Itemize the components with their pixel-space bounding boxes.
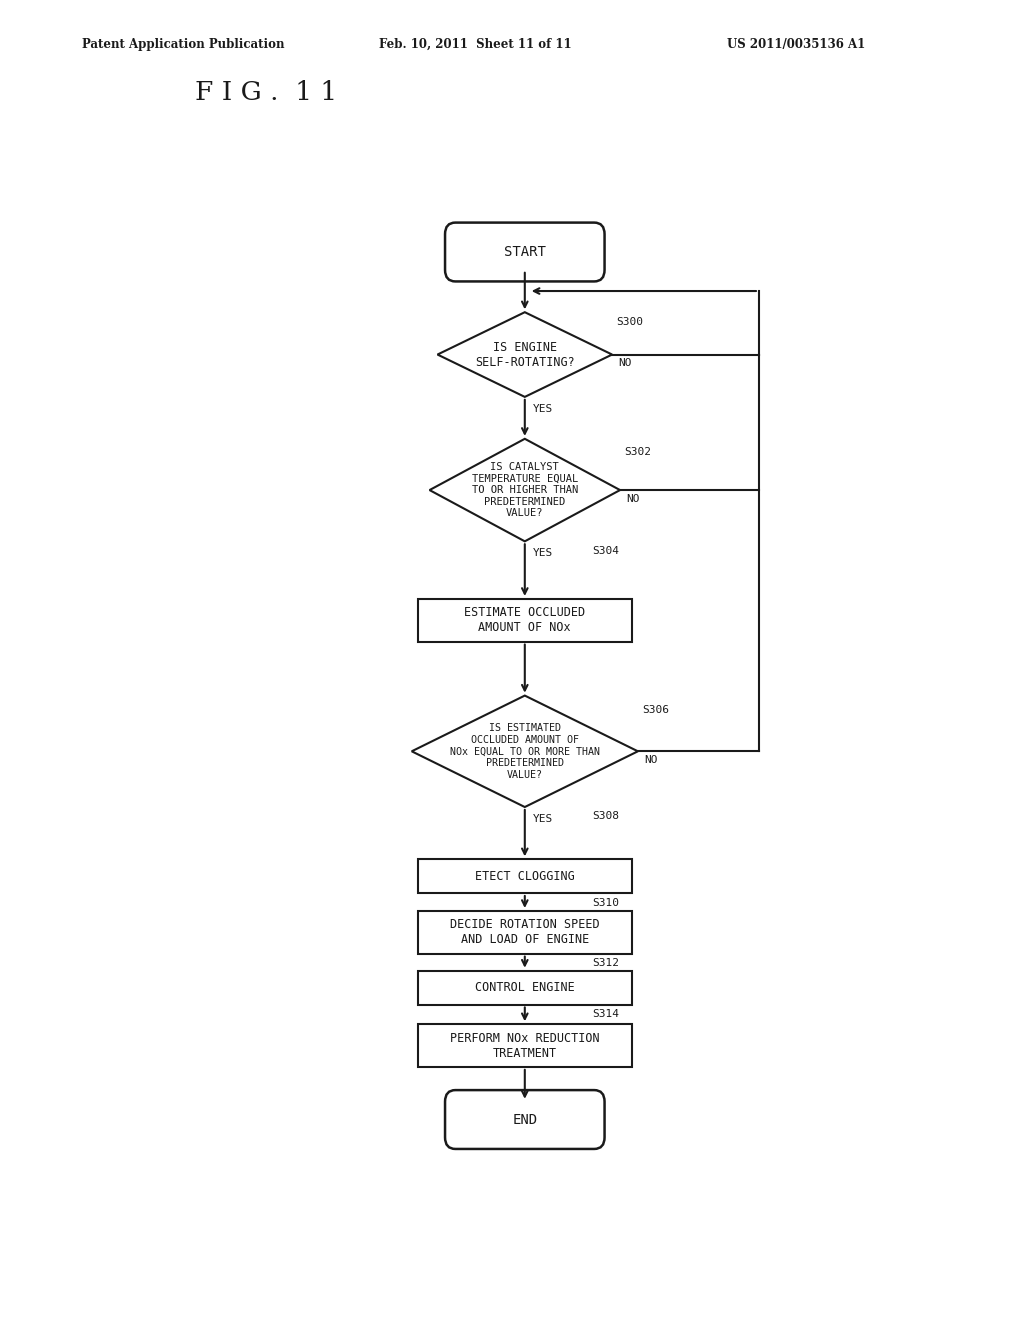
Text: PERFORM NOx REDUCTION
TREATMENT: PERFORM NOx REDUCTION TREATMENT — [450, 1031, 600, 1060]
Text: ETECT CLOGGING: ETECT CLOGGING — [475, 870, 574, 883]
Text: S314: S314 — [592, 1008, 620, 1019]
Text: S306: S306 — [642, 705, 669, 715]
Text: IS ENGINE
SELF-ROTATING?: IS ENGINE SELF-ROTATING? — [475, 341, 574, 368]
Bar — [418, 859, 632, 894]
Text: Feb. 10, 2011  Sheet 11 of 11: Feb. 10, 2011 Sheet 11 of 11 — [379, 37, 571, 50]
Text: IS CATALYST
TEMPERATURE EQUAL
TO OR HIGHER THAN
PREDETERMINED
VALUE?: IS CATALYST TEMPERATURE EQUAL TO OR HIGH… — [472, 462, 578, 519]
Text: S310: S310 — [592, 898, 620, 908]
Text: YES: YES — [532, 404, 553, 414]
Text: Patent Application Publication: Patent Application Publication — [82, 37, 285, 50]
Text: F I G .  1 1: F I G . 1 1 — [195, 81, 337, 104]
Bar — [418, 970, 632, 1005]
FancyBboxPatch shape — [445, 223, 604, 281]
Text: ESTIMATE OCCLUDED
AMOUNT OF NOx: ESTIMATE OCCLUDED AMOUNT OF NOx — [464, 606, 586, 634]
Polygon shape — [430, 438, 620, 541]
Text: START: START — [504, 246, 546, 259]
Text: NO: NO — [618, 359, 632, 368]
Bar — [418, 1024, 632, 1067]
Text: IS ESTIMATED
OCCLUDED AMOUNT OF
NOx EQUAL TO OR MORE THAN
PREDETERMINED
VALUE?: IS ESTIMATED OCCLUDED AMOUNT OF NOx EQUA… — [450, 723, 600, 780]
Text: NO: NO — [644, 755, 657, 766]
Text: S312: S312 — [592, 958, 620, 968]
Bar — [418, 599, 632, 642]
Polygon shape — [412, 696, 638, 807]
Text: END: END — [512, 1113, 538, 1126]
Text: S304: S304 — [592, 545, 620, 556]
Text: YES: YES — [532, 549, 553, 558]
Text: YES: YES — [532, 814, 553, 824]
Bar — [418, 911, 632, 953]
Text: DECIDE ROTATION SPEED
AND LOAD OF ENGINE: DECIDE ROTATION SPEED AND LOAD OF ENGINE — [450, 919, 600, 946]
Text: S302: S302 — [624, 446, 651, 457]
FancyBboxPatch shape — [445, 1090, 604, 1148]
Text: NO: NO — [627, 494, 640, 504]
Polygon shape — [437, 313, 612, 397]
Text: S300: S300 — [616, 317, 643, 327]
Text: US 2011/0035136 A1: US 2011/0035136 A1 — [727, 37, 865, 50]
Text: S308: S308 — [592, 812, 620, 821]
Text: CONTROL ENGINE: CONTROL ENGINE — [475, 981, 574, 994]
